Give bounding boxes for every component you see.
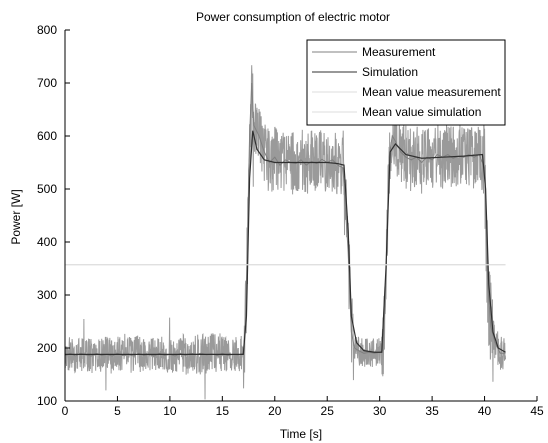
x-tick-label: 35: [425, 404, 439, 418]
series-measurement-line: [64, 82, 506, 357]
y-tick-label: 200: [37, 341, 57, 355]
legend: Measurement Simulation Mean value measurem…: [306, 39, 506, 126]
x-tick-label: 10: [163, 404, 177, 418]
x-axis-label: Time [s]: [280, 427, 322, 441]
legend-box: [306, 39, 506, 126]
x-tick-label: 40: [478, 404, 492, 418]
series-simulation-line: [65, 130, 506, 355]
y-tick-label: 500: [37, 182, 57, 196]
y-tick-label: 800: [37, 23, 57, 37]
x-tick-label: 15: [216, 404, 230, 418]
x-tick-label: 5: [114, 404, 121, 418]
chart-title: Power consumption of electric motor: [196, 10, 390, 24]
legend-label: Mean value measurement: [362, 85, 501, 99]
x-tick-label: 0: [62, 404, 69, 418]
y-tick-label: 600: [37, 129, 57, 143]
legend-label: Measurement: [362, 45, 436, 59]
x-tick-label: 45: [530, 404, 544, 418]
y-tick-label: 700: [37, 76, 57, 90]
series-measurement-noise: [64, 65, 507, 400]
plot-group: [64, 65, 507, 400]
y-tick-label: 400: [37, 235, 57, 249]
axes-group: 0 5 10 15 20 25 30 35 40 45 100 200 300 400 500 600 700 8…: [37, 23, 544, 418]
y-tick-label: 100: [37, 394, 57, 408]
x-tick-label: 30: [373, 404, 387, 418]
legend-label: Mean value simulation: [362, 105, 481, 119]
y-tick-label: 300: [37, 288, 57, 302]
y-axis-label: Power [W]: [9, 189, 23, 244]
x-tick-label: 20: [268, 404, 282, 418]
legend-label: Simulation: [362, 65, 418, 79]
x-tick-label: 25: [321, 404, 335, 418]
